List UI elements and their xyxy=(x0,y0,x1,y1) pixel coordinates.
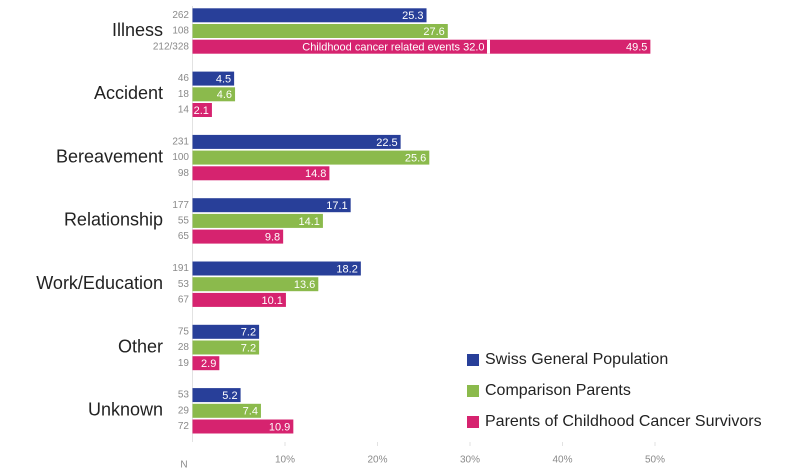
value-label: 10.1 xyxy=(262,295,283,307)
n-value: 98 xyxy=(178,168,190,179)
value-label: 27.6 xyxy=(423,26,444,38)
legend-swatch xyxy=(467,416,479,428)
bar xyxy=(192,150,430,165)
value-label: 13.6 xyxy=(294,279,315,291)
value-label: 2.9 xyxy=(201,358,216,370)
x-tick-label: 20% xyxy=(367,455,387,466)
value-label: 2.1 xyxy=(194,105,209,117)
n-value: 65 xyxy=(178,231,190,242)
legend-label: Swiss General Population xyxy=(485,351,668,368)
category-label: Work/Education xyxy=(36,273,163,293)
bar xyxy=(192,261,361,276)
n-value: 19 xyxy=(178,358,190,369)
bar xyxy=(192,24,448,38)
n-value: 53 xyxy=(178,279,190,290)
category-label: Unknown xyxy=(88,400,163,420)
value-label: 4.6 xyxy=(217,89,232,101)
bar xyxy=(192,198,351,213)
n-value: 18 xyxy=(178,89,190,100)
n-value: 29 xyxy=(178,405,190,416)
x-tick-label: 50% xyxy=(645,455,665,466)
value-label: 18.2 xyxy=(336,263,357,275)
n-value: 231 xyxy=(172,137,189,148)
category-label: Relationship xyxy=(64,210,163,230)
bar xyxy=(192,229,284,244)
n-value: 53 xyxy=(178,390,190,401)
annotation-value: 32.0 xyxy=(463,42,484,54)
bar xyxy=(192,166,330,181)
value-label: 10.9 xyxy=(269,421,290,433)
bar xyxy=(192,103,212,117)
legend-swatch xyxy=(467,385,479,397)
n-value: 14 xyxy=(178,105,190,116)
bar xyxy=(192,8,427,23)
n-value: 55 xyxy=(178,216,190,227)
bar xyxy=(192,419,294,434)
category-label: Bereavement xyxy=(56,146,163,166)
x-tick-label: 30% xyxy=(460,455,480,466)
n-value: 212/328 xyxy=(153,41,190,52)
value-label: 22.5 xyxy=(376,137,397,149)
value-label: 14.1 xyxy=(299,216,320,228)
annotation-text: Childhood cancer related events xyxy=(302,42,460,54)
bar xyxy=(192,340,260,355)
n-value: 75 xyxy=(178,326,190,337)
value-label: 14.8 xyxy=(305,168,326,180)
bar xyxy=(192,71,235,86)
value-label: 4.5 xyxy=(216,74,231,86)
value-label: 25.3 xyxy=(402,10,423,22)
bar xyxy=(192,39,651,54)
n-value: 262 xyxy=(172,10,189,21)
n-value: 100 xyxy=(172,152,189,163)
bar xyxy=(192,292,286,307)
bar xyxy=(192,134,401,149)
n-value: 177 xyxy=(172,200,189,211)
n-value: 46 xyxy=(178,73,190,84)
bar xyxy=(192,87,236,102)
value-label: 9.8 xyxy=(265,232,280,244)
n-value: 108 xyxy=(172,26,189,37)
value-label: 25.6 xyxy=(405,153,426,165)
n-label: N xyxy=(180,460,187,471)
n-value: 67 xyxy=(178,295,190,306)
value-label: 7.2 xyxy=(241,327,256,339)
bar xyxy=(192,213,323,228)
value-label: 49.5 xyxy=(626,42,647,54)
annotation: Childhood cancer related events 32.0 xyxy=(302,42,484,54)
value-label: 7.2 xyxy=(241,342,256,354)
n-value: 28 xyxy=(178,342,190,353)
x-tick-label: 40% xyxy=(552,455,572,466)
legend-label: Comparison Parents xyxy=(485,382,631,399)
category-label: Other xyxy=(118,336,163,356)
bar xyxy=(192,403,261,418)
x-tick-label: 10% xyxy=(275,455,295,466)
value-label: 7.4 xyxy=(243,406,258,418)
n-value: 191 xyxy=(172,263,189,274)
bar xyxy=(192,324,260,339)
category-label: Illness xyxy=(112,20,163,40)
category-label: Accident xyxy=(94,83,163,103)
legend-swatch xyxy=(467,354,479,366)
bar xyxy=(192,356,220,371)
bar xyxy=(192,277,319,292)
legend-label: Parents of Childhood Cancer Survivors xyxy=(485,413,762,430)
value-label: 5.2 xyxy=(222,390,237,402)
value-label: 17.1 xyxy=(326,200,347,212)
n-value: 72 xyxy=(178,421,190,432)
bar xyxy=(192,388,241,403)
